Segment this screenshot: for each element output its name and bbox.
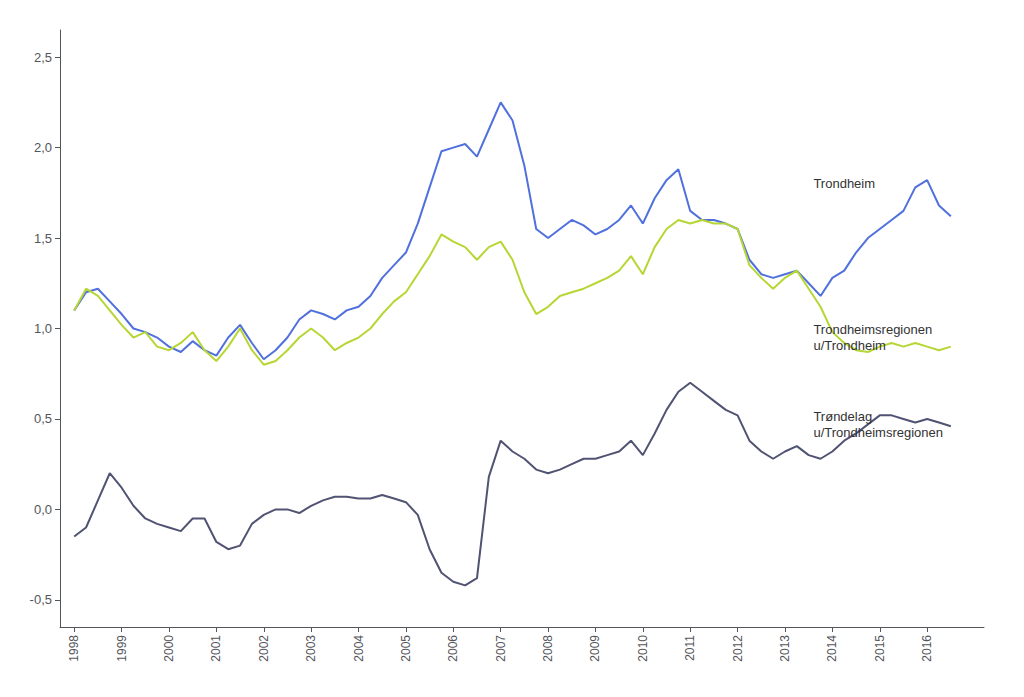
svg-text:2013: 2013 <box>778 635 792 662</box>
svg-text:1999: 1999 <box>115 635 129 662</box>
svg-text:2005: 2005 <box>399 635 413 662</box>
svg-text:2009: 2009 <box>588 635 602 662</box>
svg-text:Trondheim: Trondheim <box>813 176 875 191</box>
svg-text:2014: 2014 <box>825 635 839 662</box>
svg-text:0,5: 0,5 <box>34 411 52 426</box>
svg-text:2004: 2004 <box>352 635 366 662</box>
svg-text:0,0: 0,0 <box>34 502 52 517</box>
svg-text:2001: 2001 <box>209 635 223 662</box>
svg-text:2007: 2007 <box>494 635 508 662</box>
svg-text:1,5: 1,5 <box>34 231 52 246</box>
svg-text:2,5: 2,5 <box>34 50 52 65</box>
svg-text:u/Trondheim: u/Trondheim <box>813 338 886 353</box>
svg-text:2015: 2015 <box>873 635 887 662</box>
svg-text:Trondheimsregionen: Trondheimsregionen <box>813 322 932 337</box>
svg-text:2003: 2003 <box>304 635 318 662</box>
svg-text:2008: 2008 <box>541 635 555 662</box>
svg-text:2010: 2010 <box>636 635 650 662</box>
svg-text:2011: 2011 <box>683 635 697 661</box>
svg-text:1,0: 1,0 <box>34 321 52 336</box>
svg-text:2000: 2000 <box>162 635 176 662</box>
svg-text:2016: 2016 <box>920 635 934 662</box>
svg-text:2006: 2006 <box>446 635 460 662</box>
svg-text:u/Trondheimsregionen: u/Trondheimsregionen <box>813 425 943 440</box>
svg-text:-0,5: -0,5 <box>30 592 52 607</box>
svg-text:2,0: 2,0 <box>34 140 52 155</box>
svg-text:1998: 1998 <box>67 635 81 662</box>
svg-text:Trøndelag: Trøndelag <box>813 409 872 424</box>
svg-text:2002: 2002 <box>257 635 271 662</box>
svg-text:2012: 2012 <box>731 635 745 662</box>
